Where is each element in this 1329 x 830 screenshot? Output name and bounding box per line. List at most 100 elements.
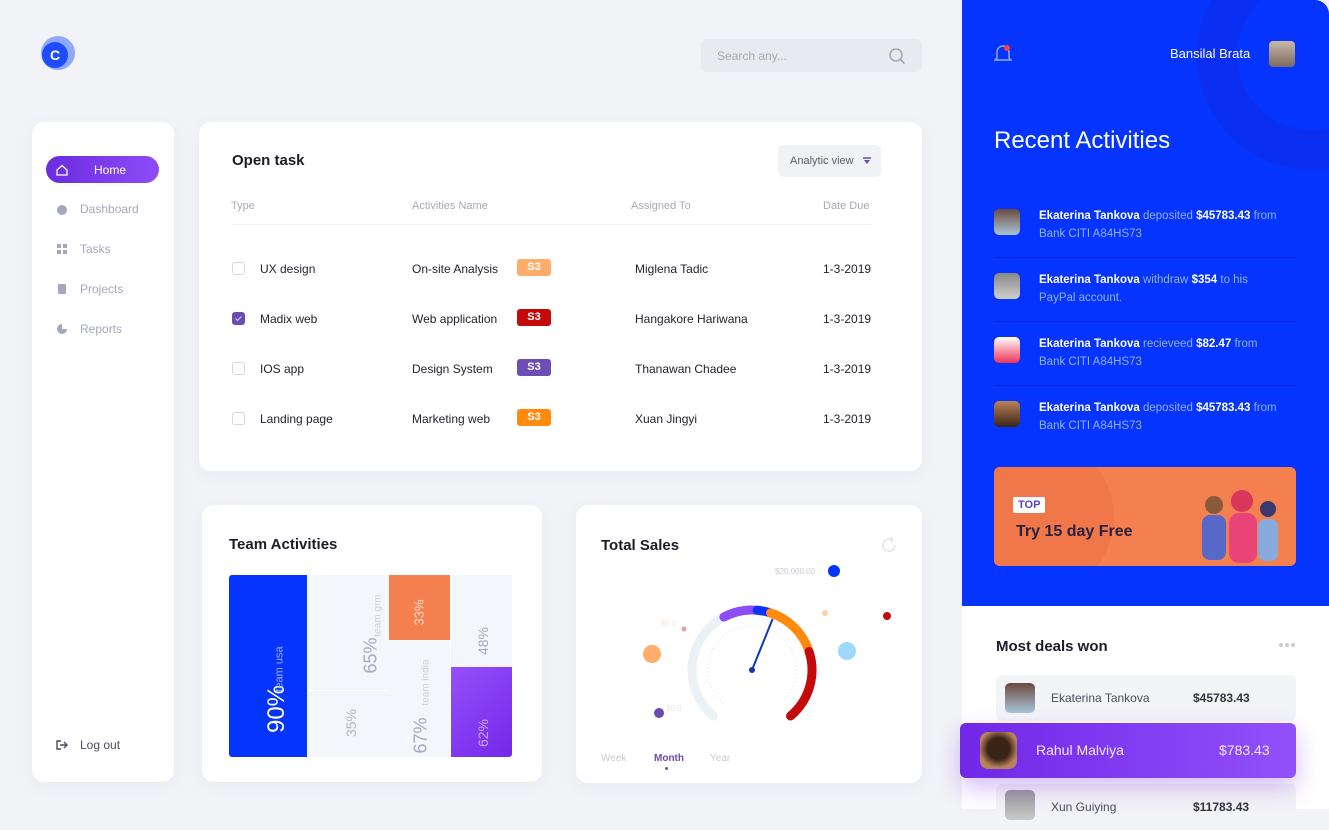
severity-badge: S3 (517, 259, 551, 276)
search-input[interactable]: Search any... (701, 39, 922, 72)
tile-value: 48% (475, 626, 492, 656)
card-title: Team Activities (229, 536, 338, 553)
activity-amount: $45783.43 (1196, 210, 1251, 222)
gauge-segment-red (786, 646, 817, 721)
avatar (980, 732, 1017, 769)
row-checkbox[interactable] (232, 262, 245, 275)
tab-year[interactable]: Year (710, 753, 731, 764)
sidebar-item-projects[interactable]: Projects (46, 275, 159, 302)
severity-badge: S3 (517, 309, 551, 326)
tile-label: team india (420, 659, 432, 706)
gauge-label-mid: $5.0 (661, 619, 677, 628)
task-type: IOS app (260, 362, 305, 376)
decorative-circle (1197, 0, 1329, 170)
card-title: Total Sales (601, 537, 680, 554)
tile-value: 67% (410, 717, 431, 754)
row-checkbox[interactable] (232, 312, 245, 325)
notification-bell-icon[interactable] (994, 44, 1012, 64)
user-avatar[interactable] (1269, 41, 1295, 67)
tasks-icon (57, 243, 67, 254)
avatar (1005, 790, 1035, 820)
activity-user: Ekaterina Tankova (1039, 210, 1140, 222)
column-header: Type (231, 200, 255, 212)
task-assignee: Miglena Tadic (635, 262, 709, 276)
tile-value: 33% (411, 599, 427, 626)
promo-banner[interactable]: TOP Try 15 day Free (994, 467, 1296, 566)
task-activity: Marketing web (412, 412, 491, 426)
gauge-label-max: $20,000.00 (775, 567, 816, 576)
tab-week[interactable]: Week (601, 753, 627, 764)
activity-verb: deposited (1142, 402, 1193, 414)
panel-title: Recent Activities (994, 127, 1171, 154)
user-name[interactable]: Bansilal Brata (1170, 46, 1251, 61)
gauge-segment-purple (719, 605, 762, 622)
app-logo: C (41, 36, 75, 70)
sidebar-item-label: Projects (80, 281, 124, 296)
chevron-down-icon (862, 157, 871, 164)
avatar (994, 273, 1020, 299)
sidebar-item-label: Home (94, 162, 127, 177)
tile[interactable]: 33% (389, 575, 450, 640)
activity-detail: to his PayPal account. (1039, 274, 1248, 304)
task-activity: Design System (412, 362, 493, 376)
sidebar-item-label: Reports (80, 321, 123, 336)
refresh-icon[interactable] (880, 536, 898, 554)
card-title: Open task (232, 152, 305, 169)
table-row[interactable]: IOS app Design System S3 Thanawan Chadee… (232, 359, 872, 379)
tile[interactable]: 35% (307, 691, 389, 757)
tile[interactable]: 62% (451, 667, 512, 757)
deal-row-highlighted[interactable]: Rahul Malviya $783.43 (960, 723, 1296, 778)
table-row[interactable]: Madix web Web application S3 Hangakore H… (232, 309, 872, 329)
promo-text: Try 15 day Free (1016, 523, 1133, 540)
table-row[interactable]: UX design On-site Analysis S3 Miglena Ta… (232, 259, 872, 279)
sidebar-item-reports[interactable]: Reports (46, 315, 159, 342)
dot (838, 642, 856, 660)
deal-amount: $783.43 (1219, 742, 1270, 758)
activity-item: Ekaterina Tankova deposited $45783.43 fr… (1039, 399, 1279, 435)
more-options-icon[interactable] (1278, 642, 1296, 648)
tile-team-grm[interactable]: 65% team grm (307, 575, 389, 690)
tile-team-usa[interactable]: 90% team usa (229, 575, 307, 757)
deal-name: Ekaterina Tankova (1051, 691, 1150, 705)
table-row[interactable]: Landing page Marketing web S3 Xuan Jingy… (232, 409, 872, 429)
tile-label: team grm (372, 594, 384, 637)
row-checkbox[interactable] (232, 412, 245, 425)
activity-item: Ekaterina Tankova deposited $45783.43 fr… (1039, 207, 1279, 243)
svg-text:C: C (50, 47, 60, 63)
activity-verb: recieveed (1142, 338, 1193, 350)
task-type: Landing page (260, 412, 333, 426)
sidebar-item-home[interactable]: Home (46, 156, 159, 183)
row-checkbox[interactable] (232, 362, 245, 375)
needle-hub (749, 667, 755, 673)
activity-user: Ekaterina Tankova (1039, 338, 1140, 350)
home-icon (56, 164, 68, 176)
deal-row[interactable]: Xun Guiying $11783.43 (996, 784, 1296, 830)
task-activity: On-site Analysis (412, 262, 499, 276)
tile[interactable]: 48% (451, 575, 512, 667)
task-due-date: 1-3-2019 (823, 312, 872, 326)
analytic-view-dropdown[interactable]: Analytic view (778, 145, 881, 177)
search-icon[interactable] (888, 47, 906, 65)
sidebar: Home Dashboard Tasks Projects Reports Lo… (32, 122, 174, 782)
deal-row[interactable]: Ekaterina Tankova $45783.43 (996, 675, 1296, 721)
gauge-ticks (707, 625, 797, 705)
deal-amount: $11783.43 (1193, 800, 1250, 814)
total-sales-card: Total Sales $20,000.00 $5.0 $0.0 Week Mo… (576, 505, 922, 783)
severity-badge: S3 (517, 359, 551, 376)
sidebar-item-label: Tasks (80, 241, 111, 256)
sidebar-item-dashboard[interactable]: Dashboard (46, 195, 159, 222)
tile-team-india[interactable]: 67% team india (389, 641, 450, 757)
column-header: Assigned To (631, 200, 691, 212)
divider (994, 321, 1296, 322)
most-deals-card: Most deals won Ekaterina Tankova $45783.4… (962, 606, 1329, 830)
activity-detail: from Bank CITI A84HS73 (1039, 402, 1277, 432)
sidebar-item-tasks[interactable]: Tasks (46, 235, 159, 262)
tile-value: 65% (360, 637, 381, 674)
tab-month[interactable]: Month (654, 753, 684, 764)
decorative-circle (994, 467, 1114, 566)
recent-activities-panel: Bansilal Brata Recent Activities Ekateri… (962, 0, 1329, 606)
dot (643, 645, 661, 663)
logout-button[interactable]: Log out (46, 731, 159, 758)
card-title: Most deals won (996, 638, 1108, 655)
team-activities-card: Team Activities 90% team usa 65% team grm … (202, 505, 542, 782)
